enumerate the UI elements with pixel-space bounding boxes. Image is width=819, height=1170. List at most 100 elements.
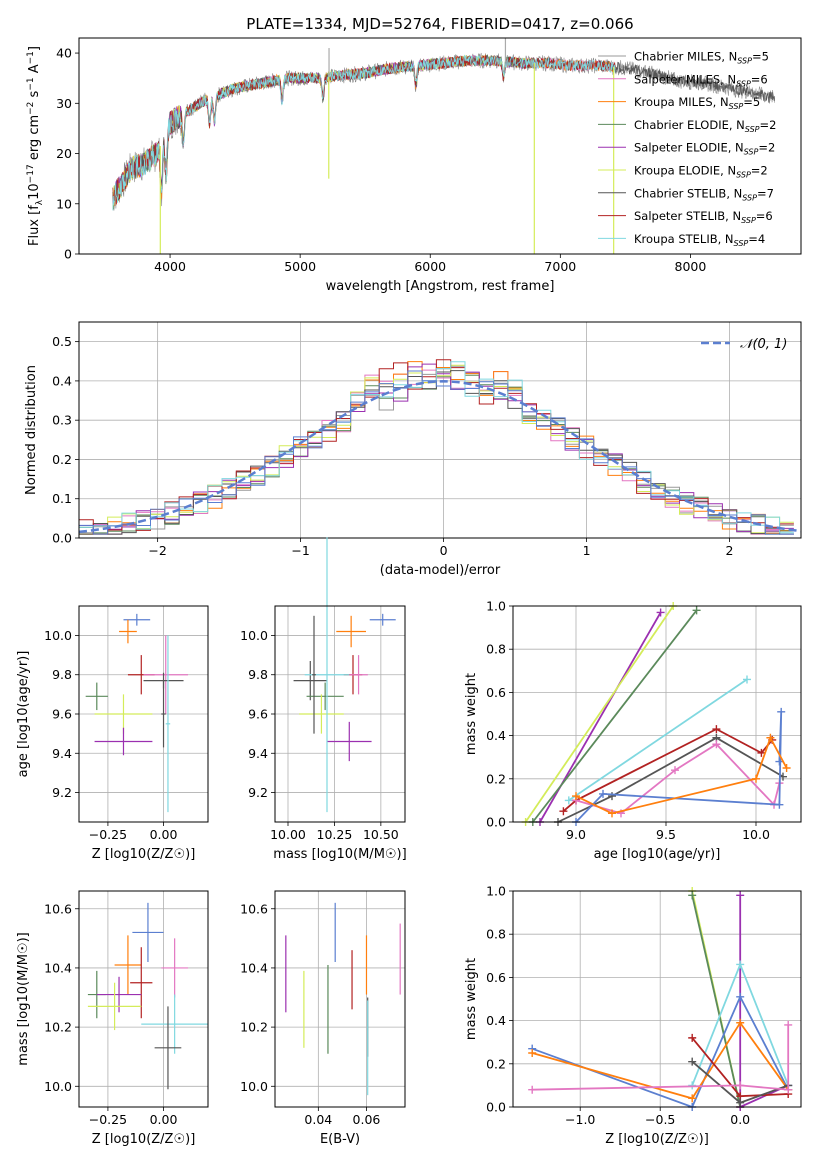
mass-vs-Z-axes: −0.25 0.00 10.0 10.2 10.4 10.6	[44, 891, 208, 1127]
x-tick-label: 9.5	[656, 827, 676, 842]
ylabel-part: erg cm	[27, 115, 42, 164]
weight-point-marker	[777, 707, 786, 716]
weight-point-marker	[736, 891, 745, 900]
weight-point-marker	[656, 608, 665, 617]
ylabel-part: −1	[26, 77, 36, 90]
x-tick-label: 1	[583, 543, 591, 558]
weight-point-marker	[608, 792, 616, 801]
weight-point-marker	[784, 1020, 793, 1029]
y-tick-label: 9.8	[248, 667, 268, 682]
y-tick-label: 10.0	[44, 1079, 72, 1094]
x-tick-label: 7000	[544, 259, 576, 274]
legend-label-end: =4	[748, 232, 765, 246]
y-tick-label: 0.4	[486, 728, 506, 743]
x-tick-label: 0.00	[150, 1112, 178, 1127]
legend-label-sub: SSP	[744, 148, 759, 157]
mass-vs-EBV-points	[285, 902, 401, 1096]
residuals-ylabel: Normed distribution	[24, 365, 39, 495]
mass-vs-EBV-xlabel: E(B-V)	[320, 1132, 360, 1147]
weight-point-marker	[782, 764, 791, 772]
x-tick-label: −0.5	[645, 1112, 675, 1127]
histogram-series	[79, 370, 794, 535]
weight-point-marker	[712, 740, 721, 749]
histogram-series	[79, 361, 794, 534]
x-tick-label: 8000	[675, 259, 707, 274]
legend-label-end: =2	[758, 141, 775, 155]
residuals-xlabel: (data-model)/error	[380, 563, 501, 578]
weight-vs-Z-frame	[512, 890, 802, 1108]
y-tick-label: 0.0	[52, 531, 72, 546]
y-tick-label: 1.0	[486, 884, 506, 899]
age-vs-mass-points	[293, 537, 396, 813]
legend-label-main: Chabrier STELIB, N	[634, 186, 742, 200]
x-tick-label: 10.00	[270, 827, 306, 842]
y-tick-label: 0.6	[486, 685, 506, 700]
x-tick-label: −0.25	[89, 1112, 127, 1127]
legend-label: 𝒩(0, 1)	[740, 337, 787, 352]
legend-label: Chabrier STELIB, NSSP=7	[634, 186, 774, 202]
age-vs-Z-points	[85, 613, 188, 813]
age-vs-Z-frame	[78, 605, 209, 823]
x-tick-label: 6000	[414, 259, 446, 274]
y-tick-label: 10.0	[44, 628, 72, 643]
histograms	[79, 359, 801, 535]
weight-series-line	[575, 743, 781, 815]
legend-label-end: =2	[760, 118, 777, 132]
x-tick-label: −1.0	[565, 1112, 595, 1127]
x-tick-label: 10.0	[742, 827, 770, 842]
y-tick-label: 20	[56, 146, 72, 161]
spectrum-axes: 4000 5000 6000 7000 8000 0 10 20 30 40	[56, 46, 706, 274]
weight-series-line	[531, 994, 789, 1109]
y-tick-label: 10.6	[44, 901, 72, 916]
weight-point-marker	[766, 733, 775, 742]
legend-label: Salpeter ELODIE, NSSP=2	[634, 141, 775, 157]
weight-point-marker	[692, 606, 701, 615]
legend-label-sub: SSP	[736, 79, 751, 88]
weight-series-line	[532, 609, 698, 823]
weight-point-marker	[688, 1057, 697, 1066]
y-tick-label: 10.4	[240, 960, 268, 975]
weight-vs-Z-axes: −1.0 −0.5 0.0 0.0 0.2 0.4 0.6 0.8 1.0	[486, 884, 801, 1127]
legend-label-main: Salpeter STELIB, N	[634, 209, 741, 223]
y-tick-label: 9.4	[52, 746, 72, 761]
weight-point-marker	[599, 789, 607, 798]
legend-label-main: Kroupa MILES, N	[634, 95, 729, 109]
legend-label-main: Salpeter ELODIE, N	[634, 141, 744, 155]
weight-point-marker	[688, 1033, 697, 1042]
y-tick-label: 1.0	[486, 599, 506, 614]
legend-label-sub: SSP	[742, 193, 757, 202]
weight-vs-Z-ylabel: mass weight	[464, 958, 479, 1040]
age-vs-Z-xlabel: Z [log10(Z/Z☉)]	[92, 847, 196, 862]
spectrum-xlabel: wavelength [Angstrom, rest frame]	[326, 279, 555, 294]
legend-label-main: Kroupa ELODIE, N	[634, 164, 736, 178]
weight-series-line	[532, 1024, 790, 1091]
y-tick-label: 0.5	[52, 334, 72, 349]
y-tick-label: 9.6	[52, 707, 72, 722]
mass-vs-EBV-frame	[274, 890, 406, 1108]
x-tick-label: 9.0	[566, 827, 586, 842]
age-vs-mass-frame	[274, 605, 406, 823]
weight-point-marker	[784, 1085, 793, 1094]
weight-series-line	[568, 678, 748, 802]
legend-label: Chabrier MILES, NSSP=5	[634, 50, 769, 66]
x-tick-label: 10.25	[317, 827, 353, 842]
legend-label-end: =2	[751, 164, 768, 178]
weight-point-marker	[736, 1081, 745, 1090]
legend-label-main: Chabrier MILES, N	[634, 50, 737, 64]
legend-label: Kroupa MILES, NSSP=5	[634, 95, 760, 111]
ylabel-part: −17	[26, 164, 36, 183]
legend-label-main: Chabrier ELODIE, N	[634, 118, 745, 132]
y-tick-label: 0.2	[52, 452, 72, 467]
weight-series-line	[691, 895, 742, 1108]
legend-label: Kroupa STELIB, NSSP=4	[634, 232, 765, 248]
weight-vs-Z-xlabel: Z [log10(Z/Z☉)]	[605, 1132, 709, 1147]
age-vs-mass-xlabel: mass [log10(M/M☉)]	[273, 847, 406, 862]
weight-point-marker	[736, 1098, 745, 1107]
x-tick-label: 0.00	[150, 827, 178, 842]
legend-label-sub: SSP	[734, 239, 749, 248]
weight-point-marker	[688, 1081, 697, 1090]
weight-point-marker	[688, 891, 697, 900]
x-tick-label: 10.50	[363, 827, 399, 842]
weight-point-marker	[564, 796, 573, 805]
legend-label-end: =6	[751, 72, 768, 86]
